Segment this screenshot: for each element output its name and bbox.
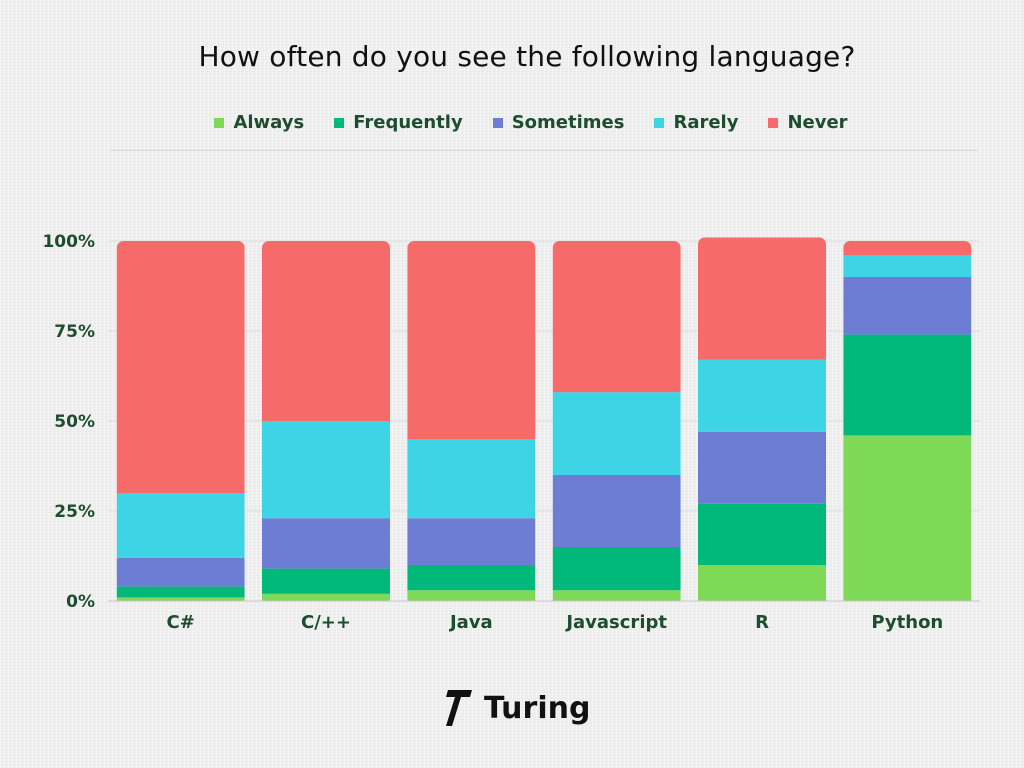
bar-group-Javascript — [552, 241, 681, 601]
legend-item-rarely: Rarely — [654, 112, 738, 133]
bar-segment-frequently — [552, 547, 681, 591]
bar-segment-frequently — [698, 503, 826, 565]
bar-segment-rarely — [407, 439, 536, 519]
bar-segment-sometimes — [262, 518, 390, 569]
y-tick-label: 25% — [54, 502, 95, 522]
bar-segment-never — [843, 241, 972, 256]
legend-label: Sometimes — [511, 112, 625, 133]
bar-segment-sometimes — [698, 431, 826, 504]
legend-item-never: Never — [768, 112, 848, 133]
bar-segment-rarely — [552, 392, 681, 475]
legend-label: Always — [233, 112, 305, 133]
bar-segment-never — [116, 241, 245, 493]
legend-item-sometimes: Sometimes — [492, 112, 625, 133]
legend-swatch — [334, 117, 345, 128]
legend-swatch — [492, 117, 503, 128]
bar-segment-sometimes — [116, 557, 245, 587]
bar-segment-frequently — [116, 586, 245, 598]
x-tick-label: Javascript — [564, 612, 667, 633]
bar-segment-never — [262, 241, 390, 421]
bar-segment-frequently — [262, 568, 390, 594]
y-tick-label: 75% — [54, 322, 95, 342]
x-tick-label: C# — [167, 612, 195, 633]
bar-segment-always — [843, 435, 972, 601]
chart-legend: Always Frequently Sometimes Rarely Never — [0, 112, 1024, 133]
turing-logo-icon — [446, 690, 472, 726]
bar-segment-always — [407, 590, 536, 601]
bar-group-C/++ — [262, 241, 390, 601]
legend-swatch — [768, 117, 779, 128]
y-tick-label: 0% — [66, 592, 95, 612]
y-tick-label: 100% — [42, 232, 95, 252]
bar-segment-sometimes — [407, 518, 536, 565]
legend-divider — [110, 150, 978, 151]
x-tick-label: R — [755, 612, 769, 633]
bar-segment-frequently — [407, 565, 536, 591]
bar-segment-rarely — [116, 493, 245, 558]
bar-segment-sometimes — [552, 475, 681, 547]
bar-segment-frequently — [843, 334, 972, 436]
bar-segment-always — [698, 565, 826, 601]
bar-segment-never — [698, 237, 826, 360]
bar-segment-never — [407, 241, 536, 439]
bar-group-Java — [407, 241, 536, 601]
brand-logo: Turing — [446, 688, 590, 728]
brand-name: Turing — [484, 690, 591, 726]
chart-title: How often do you see the following langu… — [198, 40, 856, 73]
stacked-bar-chart: 0% 25% 50% 75% 100% C# C/++ Java Javascript R Pyth… — [42, 232, 980, 633]
bar-group-R — [698, 237, 826, 601]
bar-segment-sometimes — [843, 277, 972, 335]
bar-segment-rarely — [843, 255, 972, 277]
x-tick-label: Java — [448, 612, 493, 633]
legend-item-frequently: Frequently — [334, 112, 463, 133]
legend-swatch — [654, 117, 665, 128]
bar-group-C# — [116, 241, 245, 601]
bar-segment-never — [552, 241, 681, 393]
bar-group-Python — [843, 241, 972, 601]
legend-label: Frequently — [353, 112, 463, 133]
legend-label: Never — [787, 112, 848, 133]
y-tick-label: 50% — [54, 412, 95, 432]
legend-label: Rarely — [673, 112, 739, 133]
bar-segment-always — [116, 597, 245, 601]
bar-segment-always — [262, 593, 390, 601]
bar-segment-rarely — [698, 359, 826, 432]
bar-segment-rarely — [262, 421, 390, 519]
x-tick-label: Python — [871, 612, 943, 633]
bar-segment-always — [552, 590, 681, 601]
legend-item-always: Always — [214, 112, 304, 133]
legend-swatch — [214, 117, 225, 128]
x-tick-label: C/++ — [301, 612, 351, 633]
